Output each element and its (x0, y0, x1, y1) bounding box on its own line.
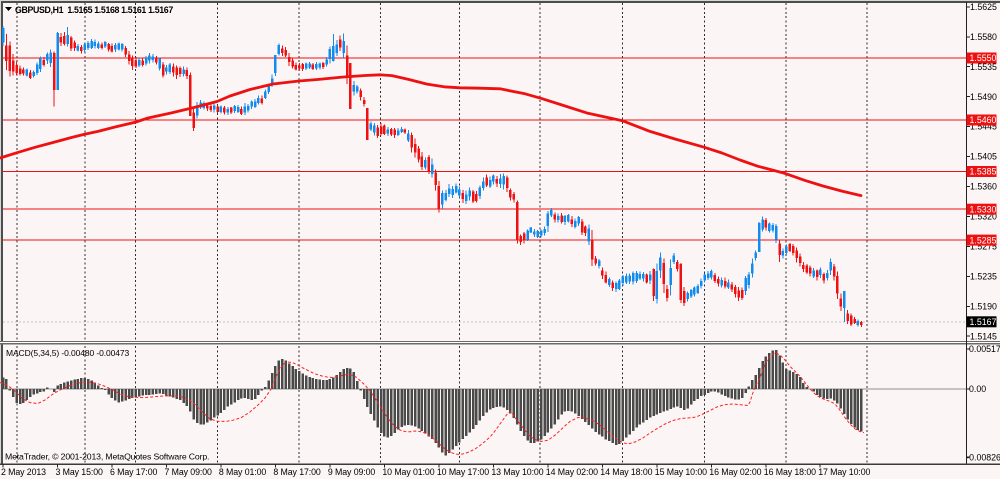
svg-text:1.5320: 1.5320 (970, 212, 997, 222)
svg-text:8 May 17:00: 8 May 17:00 (273, 467, 321, 477)
svg-text:1.5580: 1.5580 (970, 32, 997, 42)
svg-text:14 May 18:00: 14 May 18:00 (600, 467, 652, 477)
svg-text:1.5490: 1.5490 (970, 92, 997, 102)
svg-text:15 May 10:00: 15 May 10:00 (655, 467, 707, 477)
svg-text:17 May 10:00: 17 May 10:00 (818, 467, 870, 477)
svg-text:8 May 01:00: 8 May 01:00 (219, 467, 267, 477)
svg-text:0.00: 0.00 (969, 384, 986, 394)
svg-text:16 May 02:00: 16 May 02:00 (709, 467, 761, 477)
svg-text:1.5360: 1.5360 (970, 182, 997, 192)
svg-text:1.5385: 1.5385 (970, 167, 997, 177)
svg-text:13 May 10:00: 13 May 10:00 (491, 467, 543, 477)
svg-text:1.5190: 1.5190 (970, 301, 997, 311)
svg-text:1.5405: 1.5405 (970, 152, 997, 162)
svg-text:1.5235: 1.5235 (970, 272, 997, 282)
svg-text:1.5625: 1.5625 (970, 2, 997, 12)
svg-text:1.5550: 1.5550 (970, 53, 997, 63)
svg-text:2 May 2013: 2 May 2013 (1, 467, 46, 477)
svg-text:-0.00826: -0.00826 (966, 452, 1000, 462)
svg-text:0.00517: 0.00517 (969, 344, 1000, 354)
svg-text:1.5145: 1.5145 (970, 331, 997, 341)
svg-text:MetaTrader, © 2001-2013, MetaQ: MetaTrader, © 2001-2013, MetaQuotes Soft… (5, 451, 209, 461)
svg-text:3 May 15:00: 3 May 15:00 (56, 467, 104, 477)
svg-text:GBPUSD,H1 1.5165 1.5168 1.516: GBPUSD,H1 1.5165 1.5168 1.5161 1.5167 (15, 5, 173, 15)
svg-text:10 May 17:00: 10 May 17:00 (437, 467, 489, 477)
svg-text:10 May 01:00: 10 May 01:00 (382, 467, 434, 477)
svg-text:6 May 17:00: 6 May 17:00 (110, 467, 158, 477)
svg-text:1.5330: 1.5330 (970, 204, 997, 214)
svg-text:1.5285: 1.5285 (970, 235, 997, 245)
svg-text:14 May 02:00: 14 May 02:00 (546, 467, 598, 477)
svg-text:MACD(5,34,5) -0.00480 -0.00473: MACD(5,34,5) -0.00480 -0.00473 (6, 348, 130, 358)
svg-text:1.5460: 1.5460 (970, 115, 997, 125)
svg-text:1.5445: 1.5445 (970, 122, 997, 132)
svg-text:7 May 09:00: 7 May 09:00 (165, 467, 213, 477)
svg-text:9 May 09:00: 9 May 09:00 (328, 467, 376, 477)
svg-text:1.5167: 1.5167 (970, 317, 997, 327)
svg-text:16 May 18:00: 16 May 18:00 (764, 467, 816, 477)
svg-text:1.5535: 1.5535 (970, 62, 997, 72)
svg-text:1.5275: 1.5275 (970, 242, 997, 252)
